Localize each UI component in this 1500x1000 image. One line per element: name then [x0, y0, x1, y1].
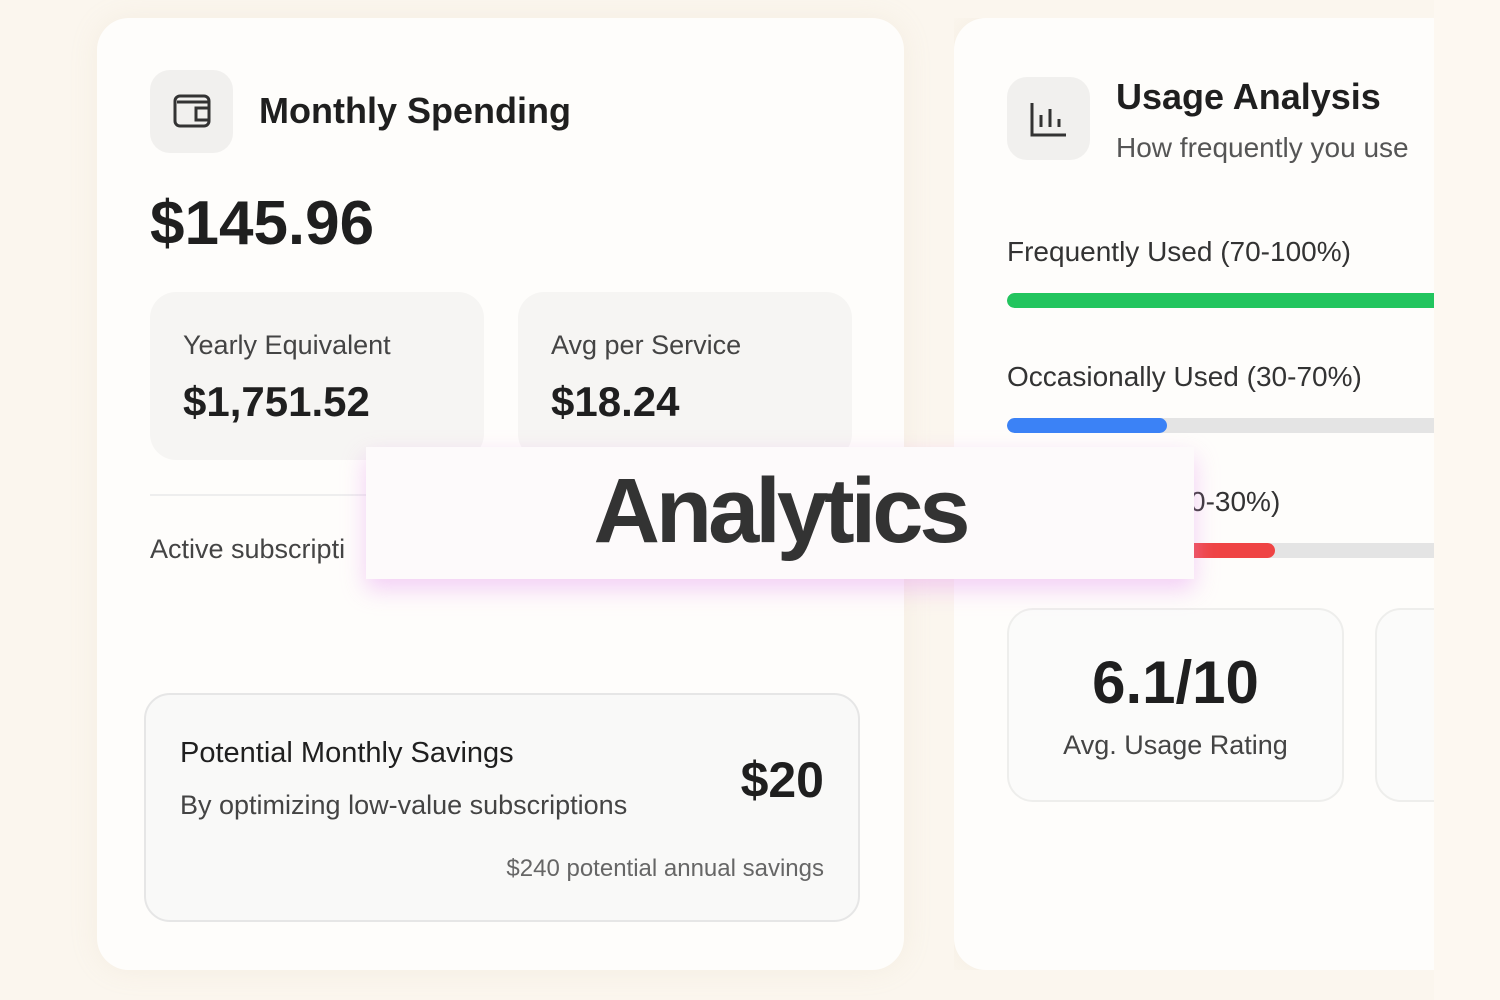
overlay: Analytics: [366, 447, 1194, 579]
stat-label: Avg per Service: [551, 330, 742, 360]
stat-tile: Yearly Equivalent $1,751.52: [150, 292, 484, 460]
chart-icon: [1007, 77, 1090, 160]
savings-annual: $240 potential annual savings: [506, 855, 824, 882]
overlay-title: Analytics: [593, 460, 970, 562]
bar-track: [1007, 418, 1434, 433]
edge: [1434, 0, 1500, 1000]
wallet-icon: [150, 70, 233, 153]
bar-label: 0-30%): [1190, 486, 1281, 517]
title: Monthly Spending: [259, 90, 571, 131]
rating-value: 6.1/10: [1092, 649, 1259, 716]
bar-label: Occasionally Used (30-70%): [1007, 361, 1362, 392]
savings-title: Potential Monthly Savings: [180, 737, 514, 769]
stat-tile: Avg per Service $18.24: [518, 292, 852, 460]
amount: $145.96: [150, 189, 375, 258]
bar-fill: [1007, 293, 1434, 308]
savings-subtitle: By optimizing low-value subscriptions: [180, 790, 628, 820]
usage-subtitle: How frequently you use: [1116, 132, 1409, 163]
rating-tile: 6.1/10 Avg. Usage Rating: [1007, 608, 1344, 802]
stat-label: Yearly Equivalent: [183, 330, 391, 360]
chart-svg: [1030, 103, 1066, 137]
wallet-svg: [173, 94, 211, 128]
rating-label: Avg. Usage Rating: [1063, 730, 1288, 760]
bar-label: Frequently Used (70-100%): [1007, 236, 1351, 267]
usage-title: Usage Analysis: [1116, 76, 1381, 117]
savings-box: Potential Monthly Savings By optimizing …: [144, 693, 860, 922]
bar-track: [1007, 293, 1434, 308]
active-label: Active subscripti: [150, 534, 346, 564]
stat-value: $18.24: [551, 378, 680, 425]
bar-fill: [1007, 418, 1167, 433]
stat-tile: [1375, 608, 1434, 802]
savings-amount: $20: [740, 752, 824, 808]
stat-value: $1,751.52: [183, 378, 370, 425]
